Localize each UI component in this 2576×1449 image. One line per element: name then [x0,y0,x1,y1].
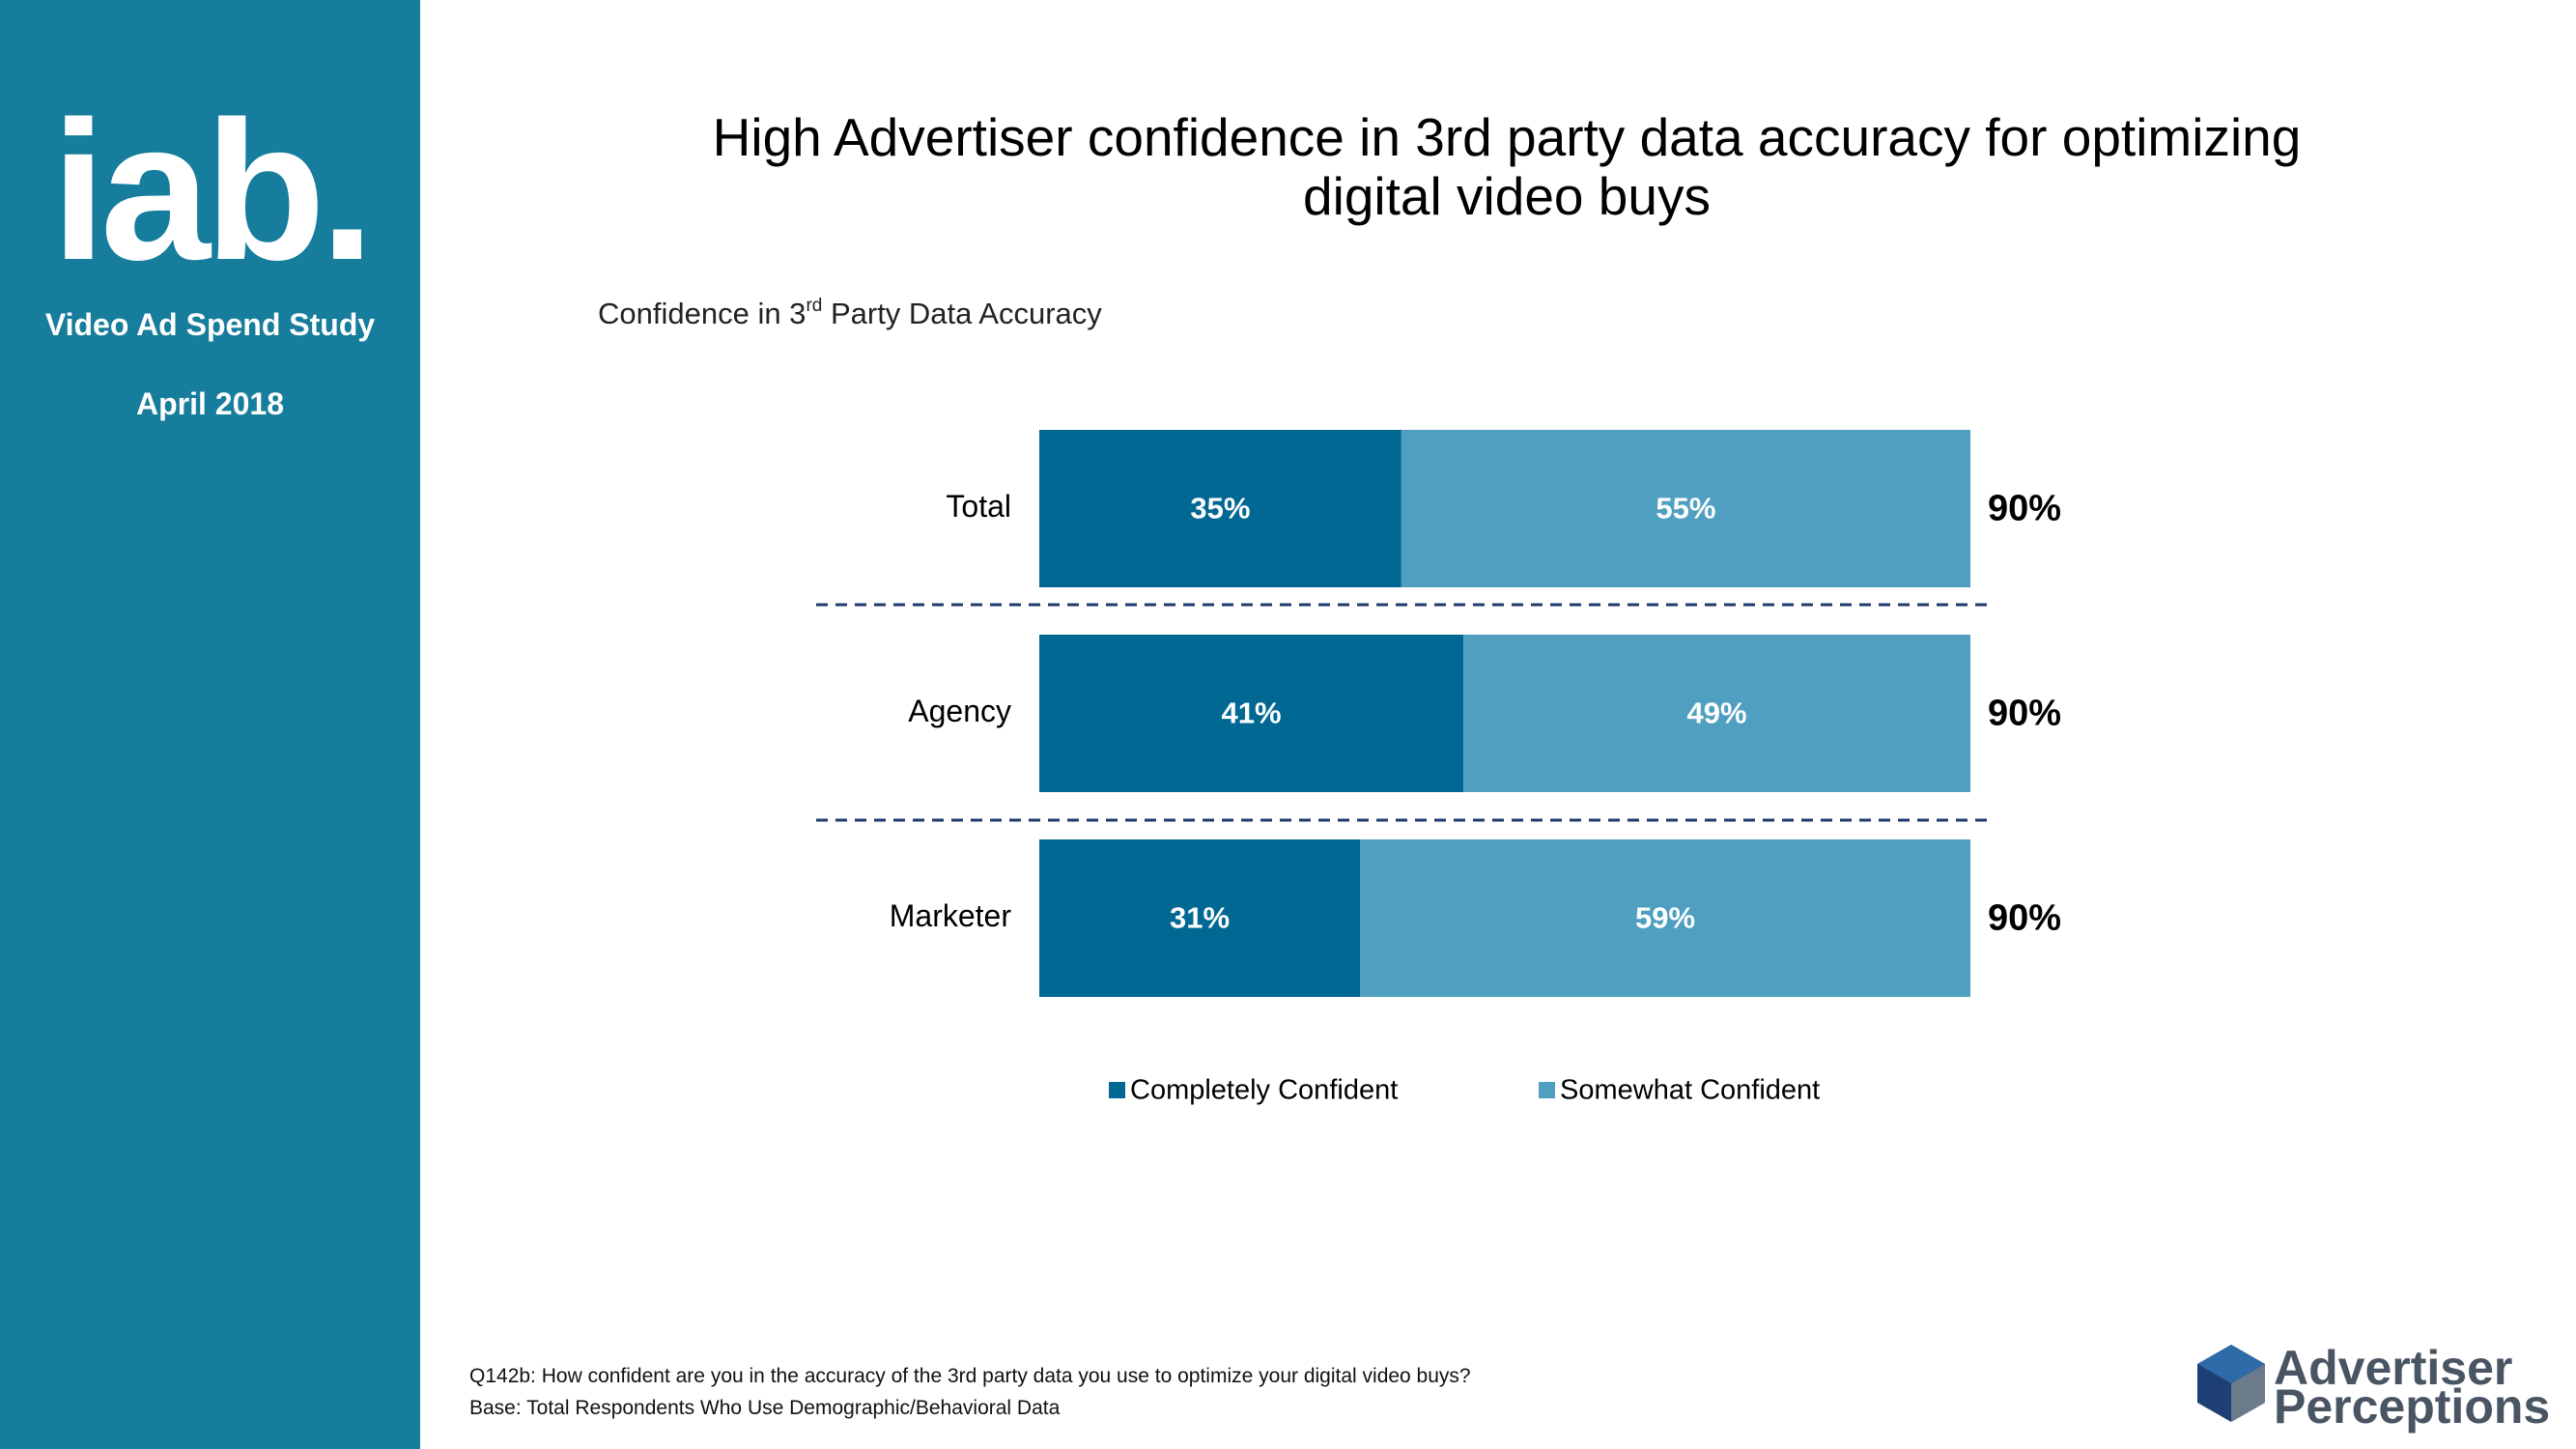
value-label: 31% [1170,901,1230,935]
subtitle-part: Party Data Accuracy [822,297,1102,330]
subtitle-part: Confidence in 3 [598,297,806,330]
iab-logo: iab. [50,80,375,301]
value-label: 55% [1656,492,1715,526]
value-label: 59% [1635,901,1695,935]
brand-text: Perceptions [2274,1379,2550,1434]
total-label: 90% [1988,898,2061,939]
bar-segment [1463,635,1970,792]
logo-cube-face [2197,1345,2265,1383]
brand-text: Advertiser [2274,1341,2512,1395]
value-label: 35% [1190,492,1250,526]
brand-logo: Advertiser Perceptions [2197,1341,2550,1434]
legend-label: Somewhat Confident [1560,1075,1820,1106]
value-label: 49% [1687,696,1747,730]
study-date: April 2018 [136,386,284,421]
bar-segment [1360,839,1970,997]
total-label: 90% [1988,489,2061,529]
chart-title: High Advertiser confidence in 3rd party … [712,107,2302,226]
legend-swatch [1109,1082,1125,1098]
study-name: Video Ad Spend Study [44,307,376,342]
bar-segment [1039,430,1401,587]
category-label: Agency [908,694,1011,728]
sidebar: iab. Video Ad Spend Study April 2018 [0,0,420,1449]
bar-segment [1401,430,1970,587]
category-label: Total [946,489,1011,524]
value-label: 41% [1222,696,1282,730]
total-label: 90% [1988,694,2061,734]
legend-swatch [1539,1082,1555,1098]
footnote-question: Q142b: How confident are you in the accu… [469,1365,1471,1387]
legend-label: Completely Confident [1130,1075,1398,1106]
bar-segment [1039,839,1361,997]
chart-subtitle: Confidence in 3rd Party Data Accuracy [598,296,1102,330]
bar-segment [1039,635,1464,792]
category-label: Marketer [890,898,1012,933]
subtitle-superscript: rd [806,296,822,316]
footnote-base: Base: Total Respondents Who Use Demograp… [469,1397,1061,1419]
